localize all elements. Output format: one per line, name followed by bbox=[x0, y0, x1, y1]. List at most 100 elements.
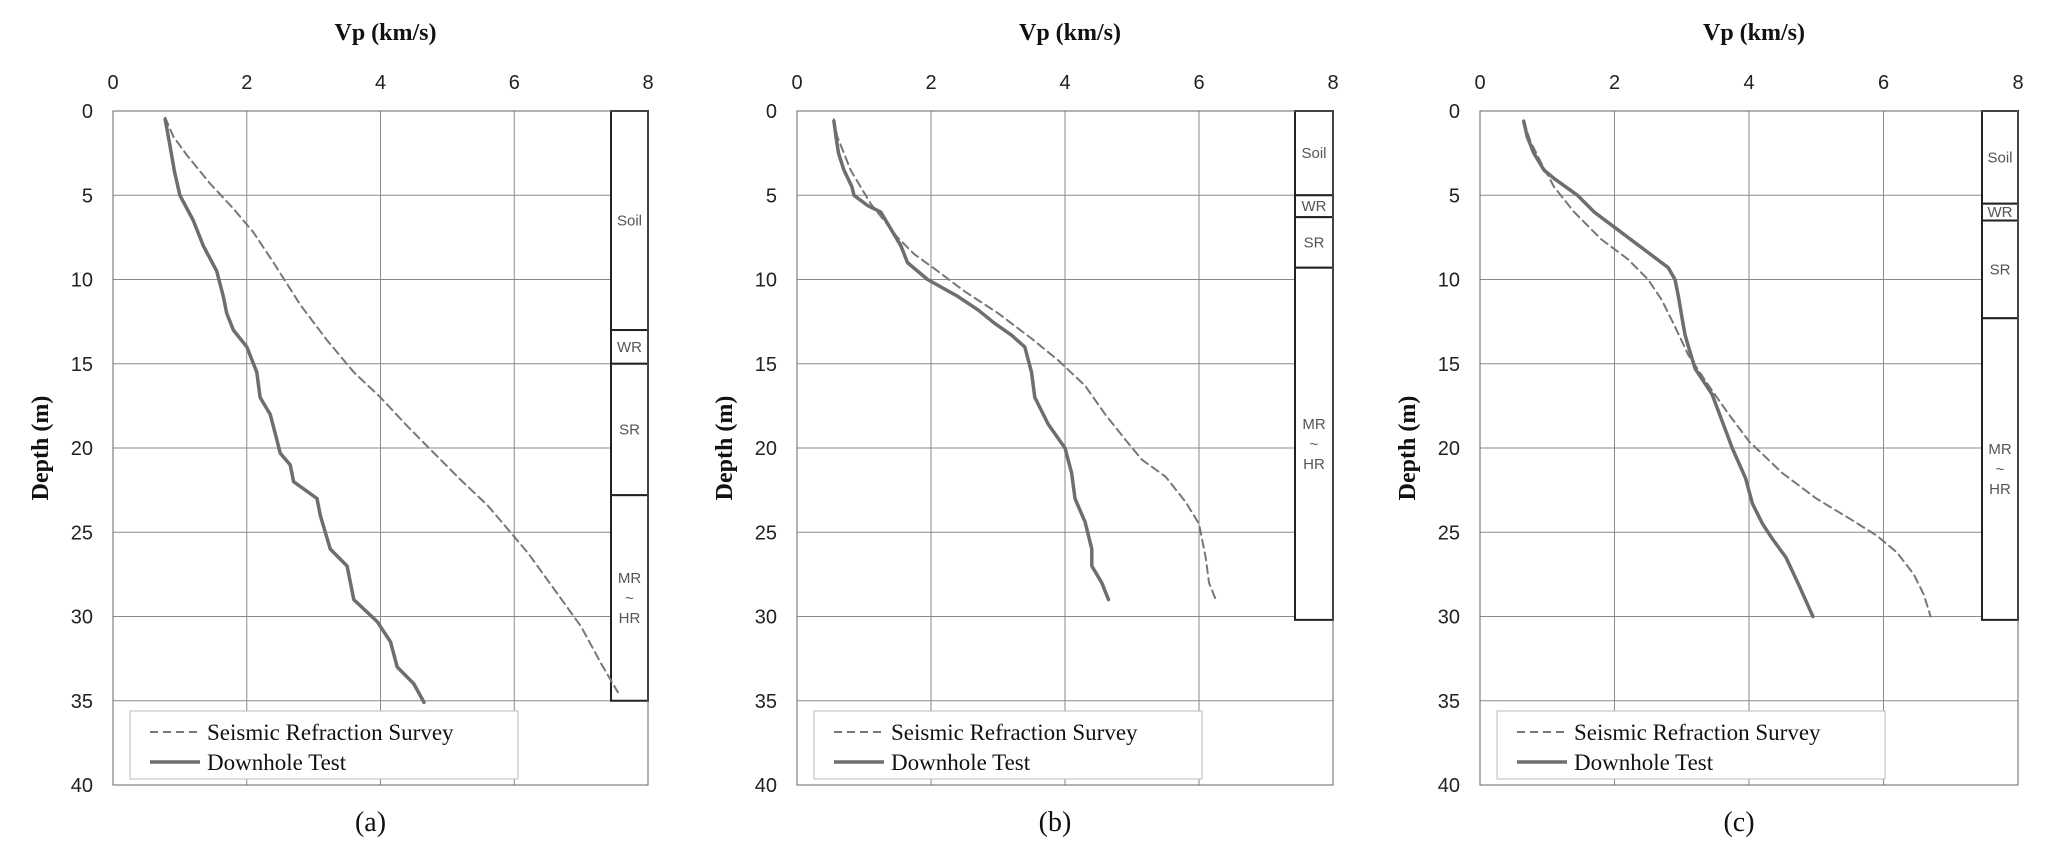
y-tick-label: 5 bbox=[82, 185, 93, 207]
legend-box bbox=[129, 710, 519, 780]
y-tick-label: 20 bbox=[71, 438, 93, 460]
x-tick-label: 6 bbox=[1878, 72, 1889, 94]
x-tick-label: 0 bbox=[107, 72, 118, 94]
y-tick-label: 25 bbox=[71, 522, 93, 544]
strata-label-line: WR bbox=[617, 339, 642, 356]
y-tick-label: 5 bbox=[1449, 185, 1460, 207]
y-tick-label: 30 bbox=[755, 607, 777, 629]
x-tick-label: 4 bbox=[1743, 72, 1754, 94]
series-line-downhole bbox=[163, 117, 426, 705]
y-tick-label: 25 bbox=[755, 522, 777, 544]
x-tick-label: 2 bbox=[241, 72, 252, 94]
y-axis-title: Depth (m) bbox=[28, 396, 54, 501]
strata-label-line: SR bbox=[1304, 234, 1325, 251]
legend-label-seismic: Seismic Refraction Survey bbox=[891, 720, 1138, 745]
y-tick-label: 0 bbox=[82, 101, 93, 123]
strata-label-line: MR bbox=[1988, 441, 2011, 458]
strata-label: SR bbox=[1304, 234, 1325, 251]
strata-label: MR ~ HR bbox=[1302, 416, 1325, 473]
series-line-downhole bbox=[832, 119, 1111, 602]
legend-label-downhole: Downhole Test bbox=[1574, 750, 1714, 775]
y-tick-label: 35 bbox=[1438, 691, 1460, 713]
y-tick-label: 40 bbox=[755, 775, 777, 797]
strata-label-line: WR bbox=[1302, 198, 1327, 215]
strata-label: Soil bbox=[1987, 149, 2012, 166]
panel-caption: (b) bbox=[1039, 807, 1072, 838]
strata-label-line: ~ bbox=[1996, 461, 2005, 478]
strata-label-line: Soil bbox=[1301, 145, 1326, 162]
x-tick-label: 6 bbox=[509, 72, 520, 94]
legend-box bbox=[1496, 710, 1886, 780]
y-tick-label: 0 bbox=[1449, 101, 1460, 123]
strata-label-line: HR bbox=[619, 610, 641, 627]
x-tick-label: 8 bbox=[1327, 72, 1338, 94]
chart-panel-2: 0 2 4 6 8 0 5 10 15 20 25 30 35 40 Vp (km/s) Depth (m) S… bbox=[712, 20, 1339, 838]
y-tick-label: 0 bbox=[766, 101, 777, 123]
strata-label-line: WR bbox=[1988, 204, 2013, 221]
strata-label-line: ~ bbox=[625, 590, 634, 607]
strata-label-line: ~ bbox=[1310, 436, 1319, 453]
strata-label-line: HR bbox=[1303, 456, 1325, 473]
y-tick-label: 15 bbox=[1438, 354, 1460, 376]
strata-label: WR bbox=[617, 339, 642, 356]
y-axis-title: Depth (m) bbox=[1395, 396, 1421, 501]
x-axis-title: Vp (km/s) bbox=[1703, 20, 1805, 46]
strata-label: MR ~ HR bbox=[618, 570, 641, 627]
y-tick-label: 40 bbox=[1438, 775, 1460, 797]
y-tick-label: 15 bbox=[755, 354, 777, 376]
x-tick-label: 2 bbox=[1609, 72, 1620, 94]
strata-label: Soil bbox=[1301, 145, 1326, 162]
strata-label: Soil bbox=[617, 213, 642, 230]
y-tick-label: 15 bbox=[71, 354, 93, 376]
x-axis-title: Vp (km/s) bbox=[334, 20, 436, 46]
chart-panel-1: 0 2 4 6 8 0 5 10 15 20 25 30 35 40 Vp (km/s) Depth (m) S… bbox=[28, 20, 654, 838]
x-axis-title: Vp (km/s) bbox=[1019, 20, 1121, 46]
y-tick-label: 5 bbox=[766, 185, 777, 207]
strata-label-line: HR bbox=[1989, 481, 2011, 498]
legend-box bbox=[813, 710, 1203, 780]
y-tick-label: 40 bbox=[71, 775, 93, 797]
strata-label: WR bbox=[1988, 204, 2013, 221]
strata-label: WR bbox=[1302, 198, 1327, 215]
y-tick-label: 10 bbox=[71, 270, 93, 292]
chart-panel-3: 0 2 4 6 8 0 5 10 15 20 25 30 35 40 Vp (km/s) Depth (m) S… bbox=[1395, 20, 2024, 838]
panel-caption: (a) bbox=[355, 807, 386, 838]
series-line-seismic-refraction bbox=[164, 116, 619, 694]
y-tick-label: 30 bbox=[1438, 607, 1460, 629]
strata-layer bbox=[1294, 216, 1334, 269]
strata-label-line: Soil bbox=[617, 213, 642, 230]
y-tick-label: 10 bbox=[1438, 270, 1460, 292]
x-tick-label: 6 bbox=[1193, 72, 1204, 94]
y-tick-label: 30 bbox=[71, 607, 93, 629]
strata-label-line: SR bbox=[619, 421, 640, 438]
y-tick-label: 25 bbox=[1438, 522, 1460, 544]
strata-label: SR bbox=[619, 421, 640, 438]
strata-label-line: MR bbox=[1302, 416, 1325, 433]
legend-label-downhole: Downhole Test bbox=[891, 750, 1031, 775]
strata-label-line: SR bbox=[1990, 261, 2011, 278]
series-line-downhole bbox=[1521, 119, 1815, 619]
strata-label-line: Soil bbox=[1987, 149, 2012, 166]
y-axis-title: Depth (m) bbox=[712, 396, 738, 501]
x-tick-label: 4 bbox=[375, 72, 386, 94]
legend-label-downhole: Downhole Test bbox=[207, 750, 347, 775]
legend-label-seismic: Seismic Refraction Survey bbox=[207, 720, 454, 745]
x-tick-label: 8 bbox=[642, 72, 653, 94]
plot-border bbox=[112, 110, 649, 786]
strata-label: MR ~ HR bbox=[1988, 441, 2011, 498]
legend-label-seismic: Seismic Refraction Survey bbox=[1574, 720, 1821, 745]
x-tick-label: 4 bbox=[1059, 72, 1070, 94]
plot-border bbox=[796, 110, 1334, 786]
y-tick-label: 35 bbox=[755, 691, 777, 713]
x-tick-label: 8 bbox=[2012, 72, 2023, 94]
panel-caption: (c) bbox=[1723, 807, 1754, 838]
strata-label: SR bbox=[1990, 261, 2011, 278]
y-tick-label: 35 bbox=[71, 691, 93, 713]
series-line-seismic-refraction bbox=[832, 118, 1217, 601]
y-tick-label: 10 bbox=[755, 270, 777, 292]
y-tick-label: 20 bbox=[1438, 438, 1460, 460]
plot-border bbox=[1479, 110, 2019, 786]
x-tick-label: 2 bbox=[925, 72, 936, 94]
strata-label-line: MR bbox=[618, 570, 641, 587]
